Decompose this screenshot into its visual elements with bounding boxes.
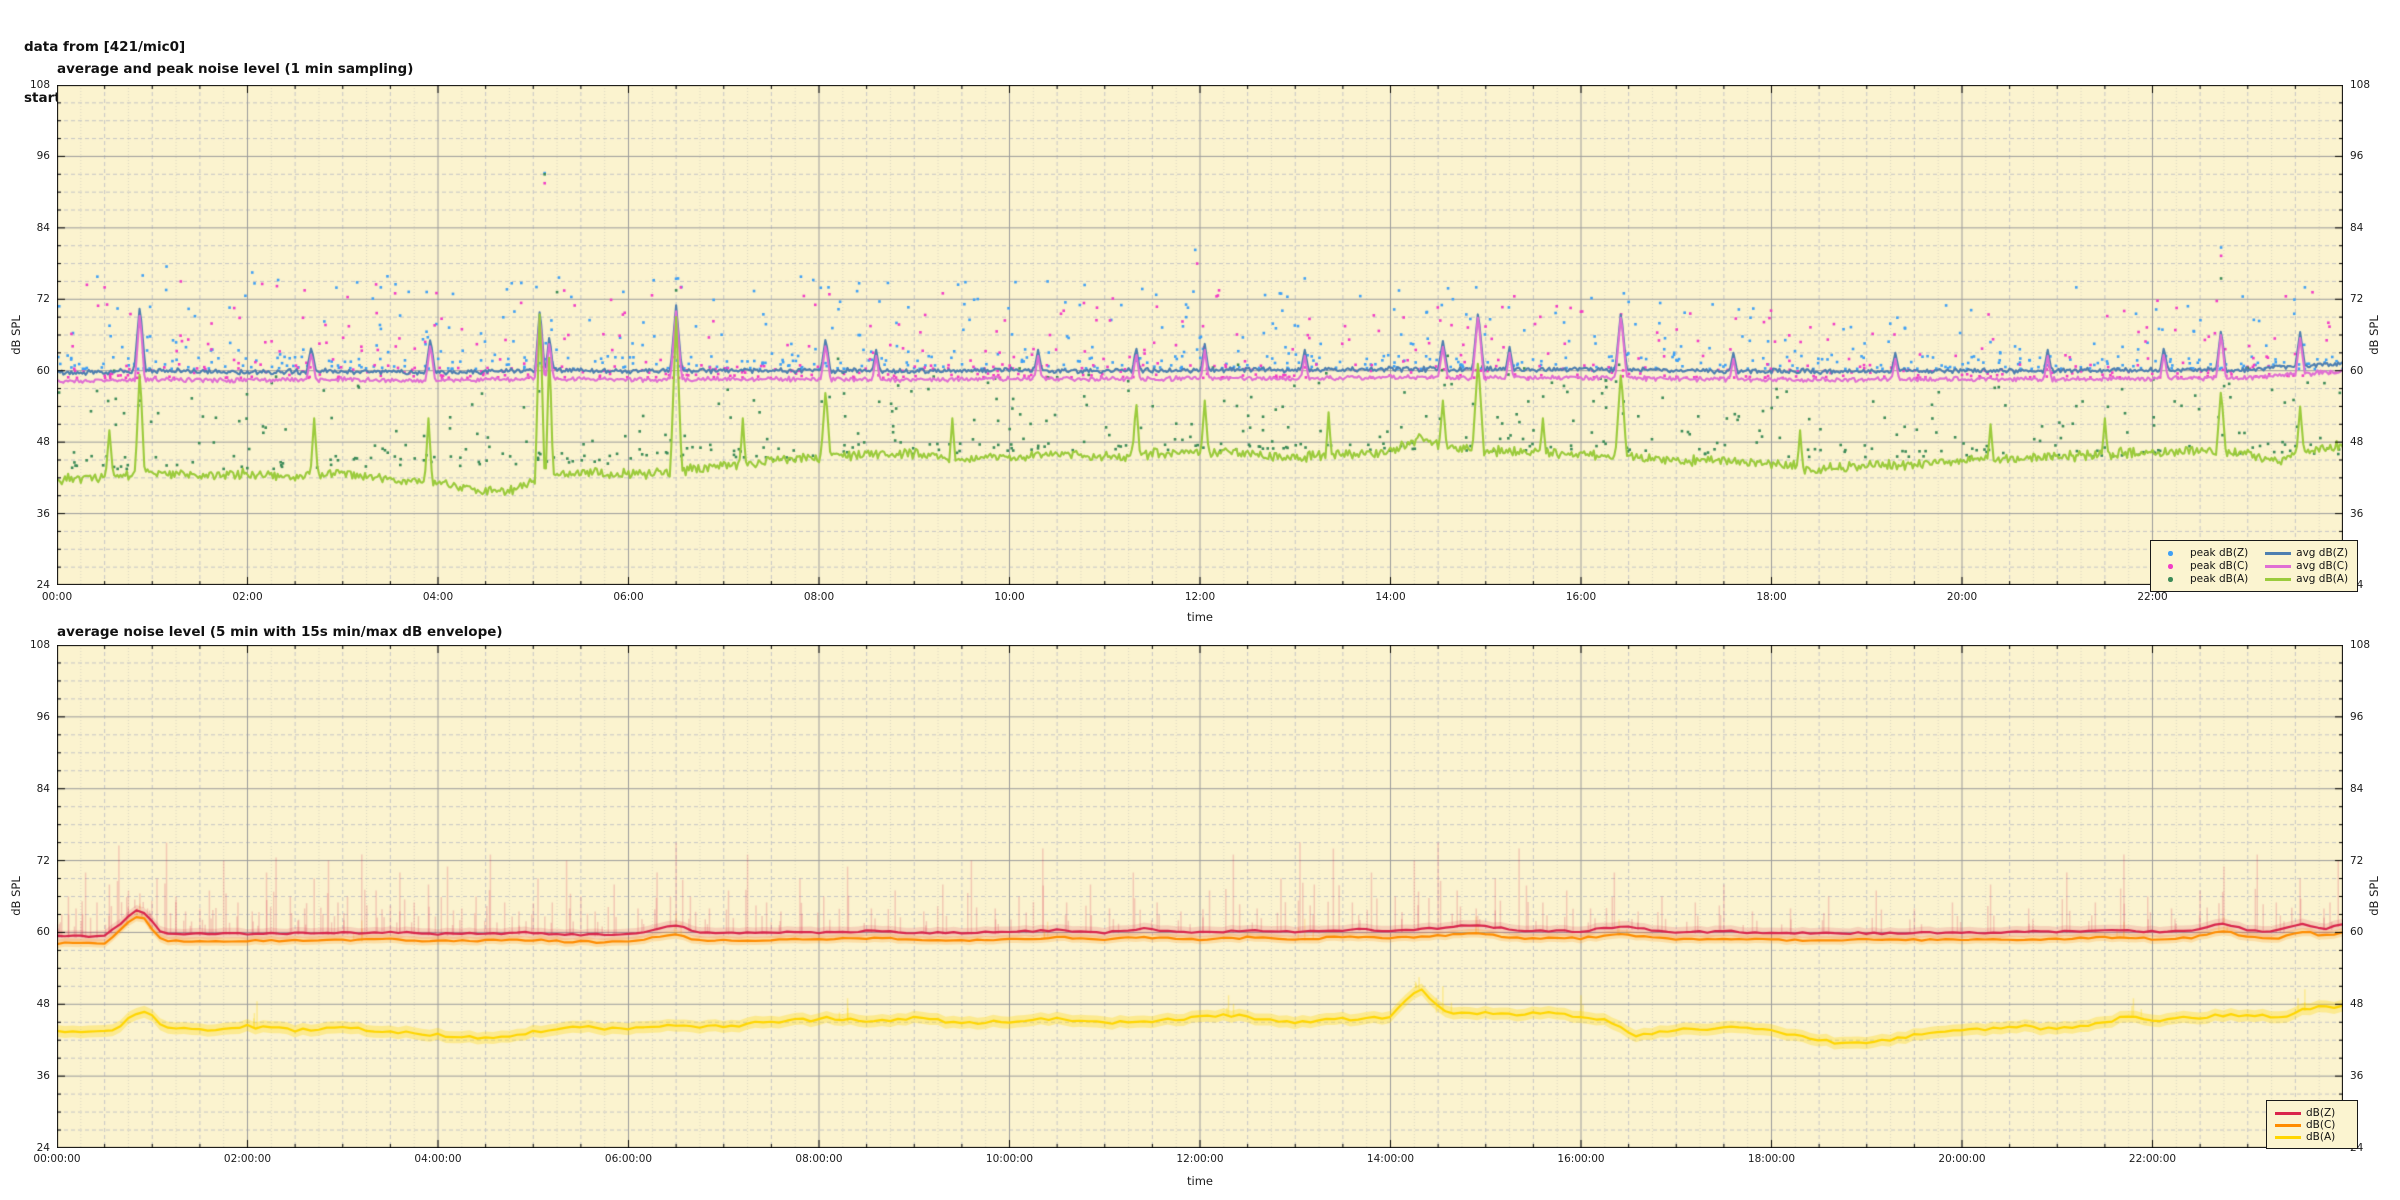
x-tick-label: 02:00:00 bbox=[223, 1153, 272, 1165]
chart2-legend: dB(Z) dB(C) dB(A) bbox=[2266, 1100, 2358, 1149]
x-tick-label: 12:00 bbox=[1184, 591, 1216, 603]
legend-label: dB(Z) bbox=[2306, 1107, 2336, 1119]
legend-entry: avg dB(C) bbox=[2265, 560, 2349, 573]
y-tick-label: 48 bbox=[2350, 998, 2364, 1011]
y-tick-label: 72 bbox=[2350, 293, 2364, 306]
x-tick-label: 16:00:00 bbox=[1557, 1153, 1605, 1165]
y-tick-label: 84 bbox=[2350, 782, 2364, 795]
x-tick-label: 22:00:00 bbox=[2128, 1153, 2177, 1165]
x-tick-label: 18:00:00 bbox=[1747, 1153, 1796, 1165]
x-tick-label: 10:00:00 bbox=[985, 1153, 1034, 1165]
legend-label: peak dB(C) bbox=[2190, 560, 2249, 572]
x-tick-label: 04:00 bbox=[422, 591, 454, 603]
chart2-y-axis-label-left: dB SPL bbox=[9, 876, 23, 916]
y-tick-label: 36 bbox=[2350, 1070, 2364, 1083]
y-tick-label: 96 bbox=[2350, 150, 2364, 163]
header-line-1: data from [421/mic0] bbox=[24, 39, 186, 55]
legend-entry: dB(A) bbox=[2275, 1131, 2349, 1144]
x-tick-label: 20:00:00 bbox=[1938, 1153, 1986, 1165]
legend-line-marker-icon bbox=[2275, 1107, 2301, 1120]
legend-entry: peak dB(A) bbox=[2159, 573, 2249, 586]
chart1-plot-canvas bbox=[57, 85, 2343, 585]
y-tick-label: 60 bbox=[36, 926, 50, 939]
y-tick-label: 60 bbox=[2350, 926, 2364, 939]
legend-line-marker-icon bbox=[2265, 560, 2292, 573]
chart1-title: average and peak noise level (1 min samp… bbox=[57, 61, 414, 77]
legend-label: peak dB(A) bbox=[2190, 573, 2249, 585]
legend-label: peak dB(Z) bbox=[2190, 547, 2249, 559]
y-tick-label: 24 bbox=[36, 1142, 50, 1154]
x-tick-label: 04:00:00 bbox=[414, 1153, 462, 1165]
y-tick-label: 36 bbox=[36, 507, 50, 520]
x-tick-label: 16:00 bbox=[1565, 591, 1597, 603]
x-tick-label: 14:00 bbox=[1375, 591, 1406, 603]
y-tick-label: 60 bbox=[36, 364, 50, 377]
legend-entry: dB(C) bbox=[2275, 1119, 2349, 1132]
legend-line-marker-icon bbox=[2265, 547, 2292, 560]
y-tick-label: 96 bbox=[36, 150, 50, 163]
legend-entry: avg dB(Z) bbox=[2265, 547, 2349, 560]
chart2-y-axis-label-right: dB SPL bbox=[2367, 876, 2381, 916]
x-tick-label: 10:00 bbox=[994, 591, 1025, 603]
y-tick-label: 48 bbox=[36, 998, 50, 1011]
y-tick-label: 48 bbox=[2350, 436, 2364, 449]
y-tick-label: 84 bbox=[36, 221, 50, 234]
y-tick-label: 24 bbox=[36, 579, 50, 591]
legend-point-marker-icon bbox=[2159, 547, 2185, 560]
legend-entry: avg dB(A) bbox=[2265, 573, 2349, 586]
chart2-x-axis-label: time bbox=[1187, 1174, 1213, 1188]
y-tick-label: 108 bbox=[29, 79, 50, 91]
x-tick-label: 18:00 bbox=[1756, 591, 1787, 603]
y-tick-label: 72 bbox=[2350, 854, 2364, 867]
legend-label: avg dB(A) bbox=[2296, 573, 2349, 585]
y-tick-label: 84 bbox=[2350, 221, 2364, 234]
y-tick-label: 36 bbox=[36, 1070, 50, 1083]
x-tick-label: 02:00 bbox=[232, 591, 263, 603]
legend-entry: peak dB(C) bbox=[2159, 560, 2249, 573]
legend-label: avg dB(Z) bbox=[2296, 547, 2349, 559]
legend-entry: peak dB(Z) bbox=[2159, 547, 2249, 560]
chart2-plot-canvas bbox=[57, 645, 2343, 1148]
legend-point-marker-icon bbox=[2159, 560, 2185, 573]
x-tick-label: 12:00:00 bbox=[1176, 1153, 1224, 1165]
y-tick-label: 48 bbox=[36, 436, 50, 449]
y-tick-label: 60 bbox=[2350, 364, 2364, 377]
x-tick-label: 00:00 bbox=[41, 591, 73, 603]
y-tick-label: 96 bbox=[2350, 710, 2364, 723]
y-tick-label: 108 bbox=[2350, 79, 2371, 91]
y-tick-label: 36 bbox=[2350, 507, 2364, 520]
x-tick-label: 20:00 bbox=[1946, 591, 1978, 603]
legend-line-marker-icon bbox=[2265, 573, 2292, 586]
y-tick-label: 84 bbox=[36, 782, 50, 795]
y-tick-label: 72 bbox=[36, 293, 50, 306]
legend-point-marker-icon bbox=[2159, 573, 2185, 586]
y-tick-label: 108 bbox=[29, 639, 50, 651]
legend-entry: dB(Z) bbox=[2275, 1107, 2349, 1120]
legend-label: dB(A) bbox=[2306, 1131, 2336, 1143]
legend-line-marker-icon bbox=[2275, 1131, 2301, 1144]
x-tick-label: 08:00 bbox=[803, 591, 835, 603]
x-tick-label: 08:00:00 bbox=[795, 1153, 843, 1165]
y-tick-label: 96 bbox=[36, 710, 50, 723]
x-tick-label: 14:00:00 bbox=[1366, 1153, 1415, 1165]
x-tick-label: 00:00:00 bbox=[33, 1153, 81, 1165]
chart1-y-axis-label-left: dB SPL bbox=[9, 315, 23, 355]
x-tick-label: 22:00 bbox=[2137, 591, 2168, 603]
chart1-legend: peak dB(Z) peak dB(C) peak dB(A) avg dB(Z) a… bbox=[2150, 540, 2358, 592]
chart2-title: average noise level (5 min with 15s min/… bbox=[57, 624, 503, 640]
y-tick-label: 108 bbox=[2350, 639, 2371, 651]
legend-line-marker-icon bbox=[2275, 1119, 2301, 1132]
chart1-y-axis-label-right: dB SPL bbox=[2367, 315, 2381, 355]
x-tick-label: 06:00:00 bbox=[604, 1153, 653, 1165]
legend-label: dB(C) bbox=[2306, 1119, 2336, 1131]
y-tick-label: 72 bbox=[36, 854, 50, 867]
legend-label: avg dB(C) bbox=[2296, 560, 2349, 572]
x-tick-label: 06:00 bbox=[613, 591, 644, 603]
chart1-x-axis-label: time bbox=[1187, 610, 1213, 624]
